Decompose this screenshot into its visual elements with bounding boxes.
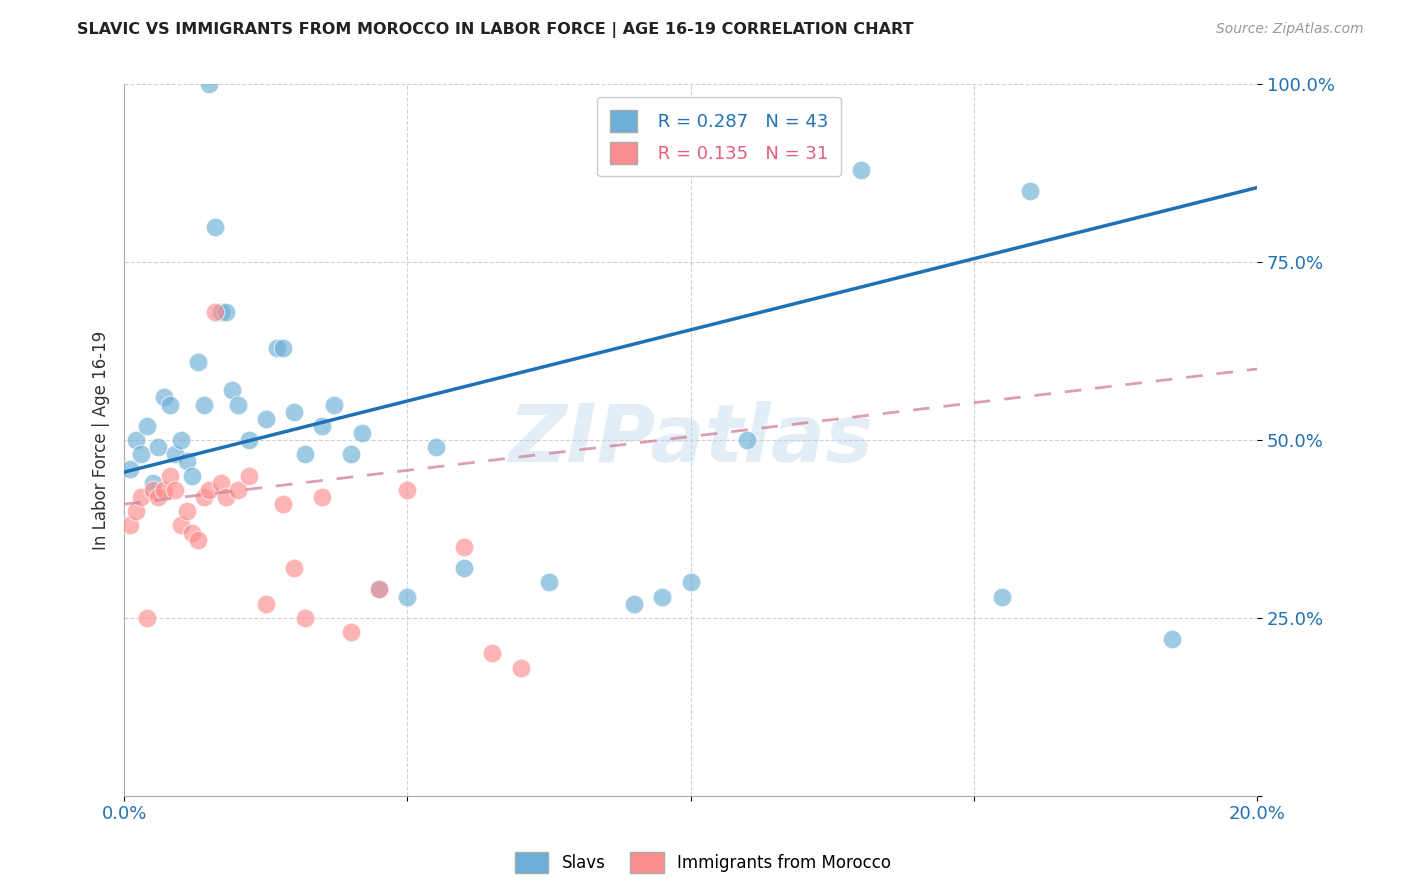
Point bbox=[1161, 632, 1184, 647]
Point bbox=[209, 305, 232, 319]
Point bbox=[266, 341, 288, 355]
Point bbox=[294, 447, 316, 461]
Point bbox=[148, 440, 170, 454]
Point bbox=[322, 398, 344, 412]
Point bbox=[509, 661, 531, 675]
Point bbox=[118, 461, 141, 475]
Point bbox=[193, 398, 215, 412]
Point bbox=[623, 597, 645, 611]
Point bbox=[226, 483, 249, 497]
Point bbox=[238, 468, 260, 483]
Point bbox=[159, 468, 181, 483]
Point bbox=[187, 533, 209, 547]
Point bbox=[181, 525, 204, 540]
Point bbox=[352, 425, 374, 440]
Point bbox=[679, 575, 702, 590]
Text: SLAVIC VS IMMIGRANTS FROM MOROCCO IN LABOR FORCE | AGE 16-19 CORRELATION CHART: SLAVIC VS IMMIGRANTS FROM MOROCCO IN LAB… bbox=[77, 22, 914, 38]
Point bbox=[226, 398, 249, 412]
Point bbox=[165, 447, 187, 461]
Point bbox=[849, 162, 872, 177]
Point bbox=[141, 483, 163, 497]
Point bbox=[311, 418, 333, 433]
Point bbox=[135, 611, 157, 625]
Point bbox=[453, 561, 475, 575]
Point bbox=[311, 490, 333, 504]
Point bbox=[254, 411, 277, 425]
Point bbox=[651, 590, 673, 604]
Point bbox=[170, 433, 193, 447]
Point bbox=[153, 483, 176, 497]
Point bbox=[368, 582, 391, 597]
Point bbox=[204, 219, 226, 234]
Point bbox=[118, 518, 141, 533]
Point bbox=[124, 433, 146, 447]
Point bbox=[129, 447, 152, 461]
Point bbox=[153, 391, 176, 405]
Point bbox=[148, 490, 170, 504]
Point bbox=[283, 404, 305, 418]
Point bbox=[453, 540, 475, 554]
Point bbox=[271, 341, 294, 355]
Point bbox=[198, 78, 221, 92]
Point bbox=[339, 447, 361, 461]
Point bbox=[159, 398, 181, 412]
Point bbox=[165, 483, 187, 497]
Point bbox=[271, 497, 294, 511]
Point bbox=[339, 625, 361, 640]
Point bbox=[193, 490, 215, 504]
Point bbox=[294, 611, 316, 625]
Point bbox=[425, 440, 447, 454]
Point bbox=[209, 475, 232, 490]
Point bbox=[991, 590, 1014, 604]
Point bbox=[221, 384, 243, 398]
Legend:  R = 0.287   N = 43,  R = 0.135   N = 31: R = 0.287 N = 43, R = 0.135 N = 31 bbox=[598, 97, 841, 177]
Legend: Slavs, Immigrants from Morocco: Slavs, Immigrants from Morocco bbox=[508, 846, 898, 880]
Y-axis label: In Labor Force | Age 16-19: In Labor Force | Age 16-19 bbox=[93, 330, 110, 549]
Point bbox=[176, 504, 198, 518]
Point bbox=[141, 475, 163, 490]
Point bbox=[215, 305, 238, 319]
Point bbox=[215, 490, 238, 504]
Point bbox=[481, 647, 503, 661]
Point bbox=[283, 561, 305, 575]
Point bbox=[170, 518, 193, 533]
Point bbox=[254, 597, 277, 611]
Point bbox=[129, 490, 152, 504]
Point bbox=[181, 468, 204, 483]
Text: ZIPatlas: ZIPatlas bbox=[508, 401, 873, 479]
Point bbox=[204, 305, 226, 319]
Point bbox=[368, 582, 391, 597]
Point bbox=[124, 504, 146, 518]
Point bbox=[537, 575, 560, 590]
Point bbox=[238, 433, 260, 447]
Point bbox=[735, 433, 758, 447]
Point bbox=[176, 454, 198, 468]
Point bbox=[1019, 184, 1042, 198]
Point bbox=[396, 483, 419, 497]
Point bbox=[396, 590, 419, 604]
Point bbox=[198, 483, 221, 497]
Point bbox=[187, 355, 209, 369]
Text: Source: ZipAtlas.com: Source: ZipAtlas.com bbox=[1216, 22, 1364, 37]
Point bbox=[135, 418, 157, 433]
